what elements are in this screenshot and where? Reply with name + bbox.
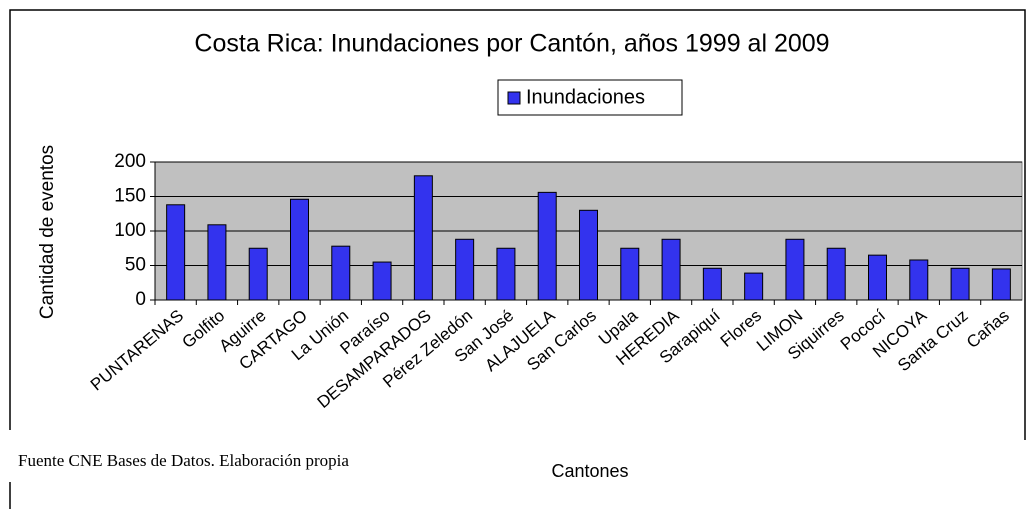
bar <box>455 238 475 301</box>
y-tick-label: 150 <box>114 186 146 207</box>
bar <box>785 238 805 301</box>
bar <box>207 224 227 301</box>
bar <box>290 198 309 301</box>
bar <box>950 267 970 301</box>
source-note: Fuente CNE Bases de Datos. Elaboración p… <box>18 451 349 470</box>
bar <box>909 259 929 301</box>
x-axis-label: Cantones <box>551 461 628 481</box>
chart-frame <box>9 9 1026 440</box>
y-axis-label: Cantidad de eventos <box>37 145 58 319</box>
bar <box>496 247 516 301</box>
y-tick-label: 100 <box>114 220 146 241</box>
bar <box>702 267 722 301</box>
bar <box>248 247 268 301</box>
bar <box>868 254 887 301</box>
bar <box>413 175 433 301</box>
x-tick-label: Cañas <box>963 306 1013 352</box>
bar <box>579 209 598 301</box>
y-tick-label: 50 <box>125 255 146 276</box>
x-tick-label: PUNTARENAS <box>87 306 187 394</box>
bar <box>826 247 846 301</box>
bar <box>372 261 392 301</box>
bar <box>166 204 186 301</box>
y-tick-label: 0 <box>135 289 146 310</box>
bar <box>744 272 764 301</box>
bar <box>537 191 557 301</box>
bar <box>991 268 1011 301</box>
chart-title: Costa Rica: Inundaciones por Cantón, año… <box>194 30 829 58</box>
bar <box>661 238 681 301</box>
bar <box>620 247 640 301</box>
bar <box>331 245 351 301</box>
legend-swatch <box>507 91 521 105</box>
y-tick-label: 200 <box>114 151 146 172</box>
legend-box <box>497 79 683 116</box>
legend-label: Inundaciones <box>526 86 645 108</box>
